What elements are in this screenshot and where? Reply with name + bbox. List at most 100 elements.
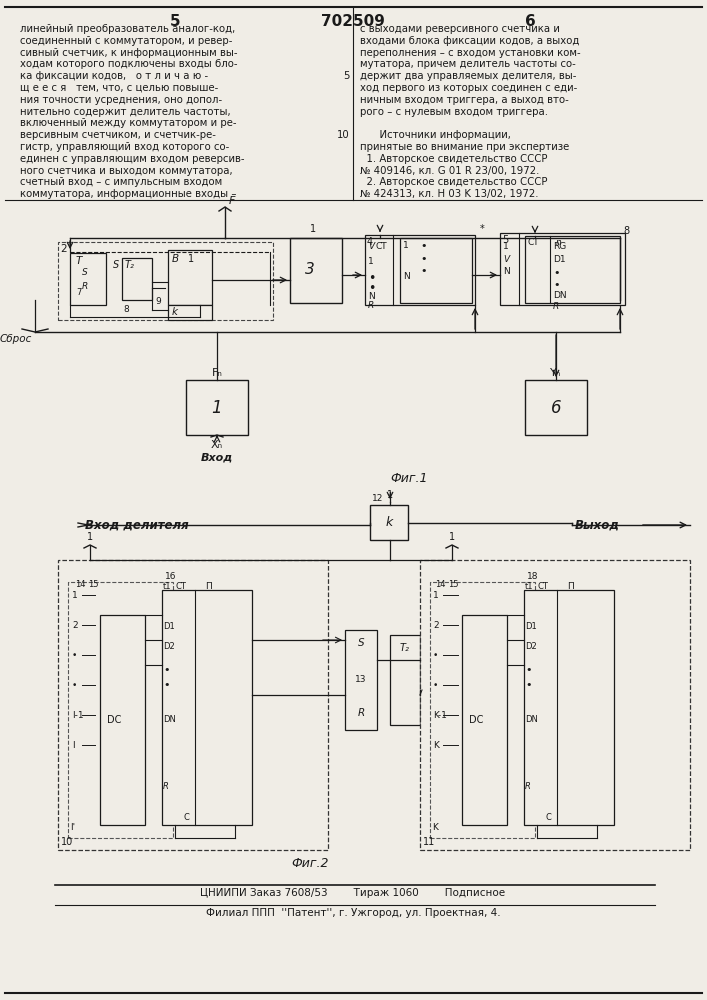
Text: входами блока фиксации кодов, а выход: входами блока фиксации кодов, а выход	[360, 36, 579, 46]
Text: ход первого из которых соединен с еди-: ход первого из которых соединен с еди-	[360, 83, 577, 93]
Text: держит два управляемых делителя, вы-: держит два управляемых делителя, вы-	[360, 71, 576, 81]
Text: K: K	[432, 823, 438, 832]
Bar	[420, 560, 690, 850]
Text: нительно содержит делитель частоты,: нительно содержит делитель частоты,	[20, 107, 230, 117]
Text: 2. Авторское свидетельство СССР: 2. Авторское свидетельство СССР	[360, 177, 547, 187]
Text: 1: 1	[387, 490, 393, 500]
Bar	[186, 380, 248, 435]
Text: 1: 1	[403, 241, 409, 250]
Bar	[390, 635, 420, 725]
Text: k: k	[385, 516, 392, 530]
Text: 702509: 702509	[321, 14, 385, 29]
Bar	[290, 238, 342, 303]
Text: СТ: СТ	[376, 242, 387, 251]
Text: 16: 16	[165, 572, 177, 581]
Text: N: N	[403, 272, 410, 281]
Text: 1: 1	[87, 532, 93, 542]
Text: •: •	[368, 272, 375, 285]
Text: Вход делителя: Вход делителя	[85, 518, 189, 532]
Text: •: •	[433, 650, 438, 660]
Text: ного счетчика и выходом коммутатора,: ного счетчика и выходом коммутатора,	[20, 166, 233, 176]
Bar	[68, 582, 173, 838]
Text: •: •	[433, 680, 438, 690]
Text: 6: 6	[525, 14, 535, 29]
Bar	[58, 560, 328, 850]
Text: 3: 3	[305, 262, 315, 277]
Text: K-1: K-1	[433, 710, 447, 720]
Text: включенный между коммутатором и ре-: включенный между коммутатором и ре-	[20, 118, 237, 128]
Text: ния точности усреднения, оно допол-: ния точности усреднения, оно допол-	[20, 95, 222, 105]
Text: Xₙ: Xₙ	[211, 440, 223, 450]
Text: T: T	[76, 256, 83, 266]
Text: •: •	[163, 665, 170, 675]
Bar	[370, 505, 408, 540]
Text: 14: 14	[435, 580, 445, 589]
Text: N: N	[503, 267, 510, 276]
Text: 2: 2	[72, 620, 78, 630]
Text: П: П	[205, 582, 212, 591]
Text: T₂: T₂	[400, 643, 410, 653]
Text: принятые во внимание при экспертизе: принятые во внимание при экспертизе	[360, 142, 569, 152]
Text: 15: 15	[448, 580, 459, 589]
Text: Фиг.1: Фиг.1	[390, 472, 428, 485]
Text: 1: 1	[211, 399, 222, 417]
Text: соединенный с коммутатором, и ревер-: соединенный с коммутатором, и ревер-	[20, 36, 233, 46]
Bar	[365, 235, 475, 305]
Text: 1: 1	[433, 590, 439, 599]
Text: Источники информации,: Источники информации,	[360, 130, 511, 140]
Text: 10: 10	[337, 130, 350, 140]
Text: DN: DN	[525, 715, 538, 724]
Bar	[345, 630, 377, 730]
Text: DC: DC	[469, 715, 483, 725]
Text: t1: t1	[525, 582, 534, 591]
Text: Сброс: Сброс	[0, 334, 32, 344]
Text: 5: 5	[170, 14, 180, 29]
Text: ходам которого подключены входы бло-: ходам которого подключены входы бло-	[20, 59, 238, 69]
Text: T₂: T₂	[125, 260, 135, 270]
Text: K: K	[433, 740, 439, 750]
Text: C: C	[545, 813, 551, 822]
Text: RG: RG	[553, 242, 566, 251]
Text: •: •	[553, 280, 559, 290]
Bar	[70, 253, 106, 305]
Text: СТ: СТ	[176, 582, 187, 591]
Text: •: •	[368, 282, 375, 295]
Text: Fₙ: Fₙ	[211, 368, 223, 378]
Text: D1: D1	[163, 622, 175, 631]
Text: № 409146, кл. G 01 R 23/00, 1972.: № 409146, кл. G 01 R 23/00, 1972.	[360, 166, 539, 176]
Text: DN: DN	[163, 715, 176, 724]
Text: 1: 1	[503, 242, 509, 251]
Text: D2: D2	[525, 642, 537, 651]
Text: 11: 11	[423, 837, 436, 847]
Bar	[524, 590, 614, 825]
Text: D1: D1	[525, 622, 537, 631]
Text: k: k	[172, 307, 178, 317]
Text: 13: 13	[355, 676, 367, 684]
Text: 9: 9	[155, 297, 161, 306]
Text: № 424313, кл. H 03 K 13/02, 1972.: № 424313, кл. H 03 K 13/02, 1972.	[360, 189, 539, 199]
Text: •: •	[72, 650, 77, 660]
Text: B: B	[172, 254, 179, 264]
Bar	[462, 615, 507, 825]
Text: 1. Авторское свидетельство СССР: 1. Авторское свидетельство СССР	[360, 154, 547, 164]
Text: 1: 1	[449, 532, 455, 542]
Text: 7: 7	[76, 288, 81, 297]
Text: 12: 12	[372, 494, 383, 503]
Text: S: S	[113, 260, 119, 270]
Bar	[58, 242, 273, 320]
Bar	[525, 380, 587, 435]
Text: D2: D2	[163, 642, 175, 651]
Text: с выходами реверсивного счетчика и: с выходами реверсивного счетчика и	[360, 24, 560, 34]
Text: •: •	[525, 680, 532, 690]
Text: 8: 8	[123, 305, 129, 314]
Text: •: •	[420, 254, 426, 264]
Text: l: l	[72, 740, 75, 750]
Text: 1: 1	[188, 254, 194, 264]
Text: R: R	[553, 302, 559, 311]
Text: S: S	[358, 638, 364, 648]
Text: версивным счетчиком, и счетчик-ре-: версивным счетчиком, и счетчик-ре-	[20, 130, 216, 140]
Text: 6: 6	[551, 399, 561, 417]
Text: N: N	[368, 292, 375, 301]
Text: R: R	[525, 782, 531, 791]
Text: 1: 1	[72, 590, 78, 599]
